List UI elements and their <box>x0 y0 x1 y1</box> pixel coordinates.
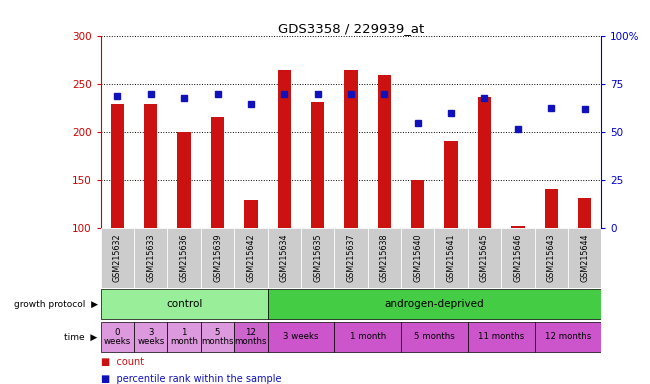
Bar <box>244 200 257 228</box>
Bar <box>234 322 268 352</box>
Bar <box>201 322 234 352</box>
Bar <box>278 70 291 228</box>
Text: GSM215640: GSM215640 <box>413 233 423 282</box>
Title: GDS3358 / 229939_at: GDS3358 / 229939_at <box>278 22 424 35</box>
Text: time  ▶: time ▶ <box>64 333 98 341</box>
Text: 5 months: 5 months <box>414 333 455 341</box>
Bar <box>578 198 592 228</box>
Bar <box>311 102 324 228</box>
Text: GSM215635: GSM215635 <box>313 233 322 282</box>
Bar <box>334 322 401 352</box>
Text: 5
months: 5 months <box>202 328 234 346</box>
Bar <box>344 70 358 228</box>
Text: ■  percentile rank within the sample: ■ percentile rank within the sample <box>101 374 281 384</box>
Bar <box>101 289 268 319</box>
Bar <box>168 322 201 352</box>
Bar <box>378 75 391 228</box>
Text: GSM215645: GSM215645 <box>480 233 489 282</box>
Text: ■  count: ■ count <box>101 357 144 367</box>
Text: GSM215643: GSM215643 <box>547 233 556 282</box>
Bar <box>411 180 424 228</box>
Text: GSM215636: GSM215636 <box>179 233 188 282</box>
Bar <box>401 322 468 352</box>
Text: GSM215637: GSM215637 <box>346 233 356 282</box>
Bar <box>478 97 491 228</box>
Bar <box>134 322 168 352</box>
Text: 3
weeks: 3 weeks <box>137 328 164 346</box>
Bar <box>101 322 134 352</box>
Bar <box>211 117 224 228</box>
Bar <box>268 289 601 319</box>
Bar <box>445 141 458 228</box>
Text: GSM215642: GSM215642 <box>246 233 255 282</box>
Text: GSM215634: GSM215634 <box>280 233 289 282</box>
Text: 1 month: 1 month <box>350 333 386 341</box>
Bar <box>111 104 124 228</box>
Bar <box>468 322 534 352</box>
Text: GSM215638: GSM215638 <box>380 233 389 282</box>
Bar <box>268 322 334 352</box>
Bar <box>534 322 601 352</box>
Text: GSM215639: GSM215639 <box>213 233 222 282</box>
Text: GSM215644: GSM215644 <box>580 233 589 282</box>
Bar <box>177 132 191 228</box>
Text: 0
weeks: 0 weeks <box>104 328 131 346</box>
Text: 12
months: 12 months <box>235 328 267 346</box>
Text: 1
month: 1 month <box>170 328 198 346</box>
Text: growth protocol  ▶: growth protocol ▶ <box>14 300 98 309</box>
Text: androgen-deprived: androgen-deprived <box>385 299 484 310</box>
Bar <box>144 104 157 228</box>
Text: 11 months: 11 months <box>478 333 525 341</box>
Text: 12 months: 12 months <box>545 333 591 341</box>
Text: GSM215646: GSM215646 <box>514 233 523 282</box>
Text: GSM215641: GSM215641 <box>447 233 456 282</box>
Text: 3 weeks: 3 weeks <box>283 333 318 341</box>
Text: GSM215632: GSM215632 <box>113 233 122 282</box>
Bar <box>511 226 525 228</box>
Text: control: control <box>166 299 202 310</box>
Bar <box>545 189 558 228</box>
Text: GSM215633: GSM215633 <box>146 233 155 282</box>
